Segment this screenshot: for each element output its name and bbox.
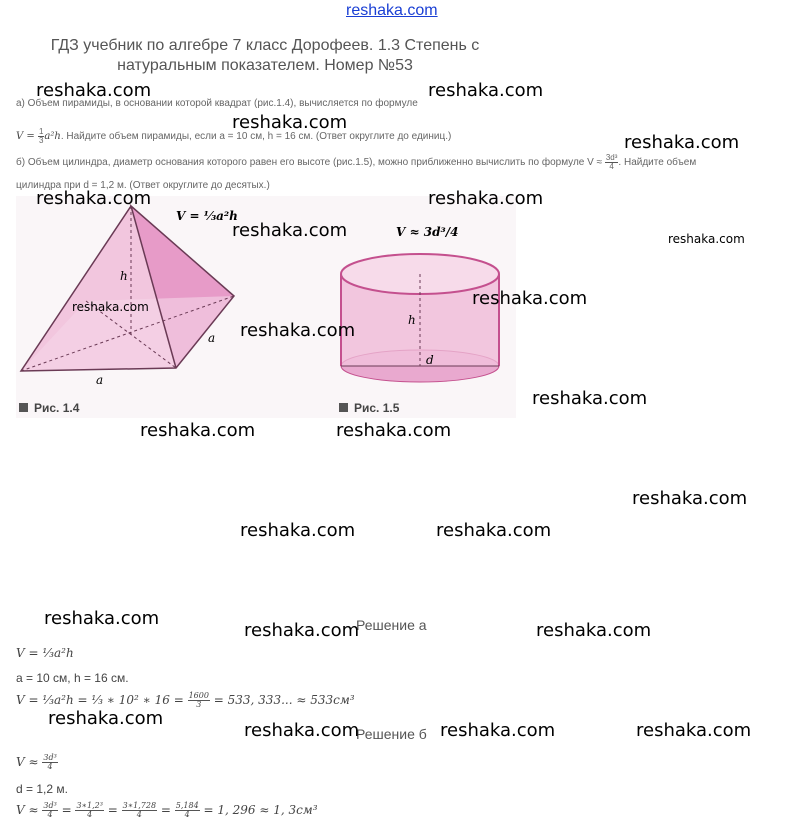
frac-num: 5,184 — [174, 801, 200, 811]
watermark: reshaka.com — [232, 112, 348, 133]
formula-part: = 533, 333... ≈ 533см³ — [209, 693, 355, 707]
watermark: reshaka.com — [140, 420, 256, 441]
task-a-line2: . Найдите объем пирамиды, если a = 10 см… — [60, 131, 452, 143]
task-a-text: а) Объем пирамиды, в основании которой к… — [16, 98, 418, 109]
formula-part: V = ⅓a²h = ⅓ ∗ 10² ∗ 16 = — [16, 693, 188, 707]
watermark: reshaka.com — [436, 520, 552, 541]
frac-num: 3∗1,728 — [121, 801, 158, 811]
fig1-formula: V = ⅓a²h — [176, 209, 238, 223]
watermark: reshaka.com — [336, 420, 452, 441]
frac-den: 4 — [87, 810, 93, 819]
frac-den: 4 — [47, 762, 53, 771]
label-a2: a — [208, 331, 215, 345]
frac-num: 3d³ — [42, 801, 58, 811]
task-b-line1-end: . Найдите объем — [618, 157, 697, 169]
frac-num: 3d³ — [42, 753, 58, 763]
watermark: reshaka.com — [428, 188, 544, 209]
fig2-caption: Рис. 1.5 — [354, 401, 400, 415]
solution-b-line2: d = 1,2 м. — [16, 782, 68, 796]
solution-b-line1: V ≈ 3d³ 4 — [16, 754, 58, 771]
frac-den: 4 — [47, 810, 53, 819]
fig1-caption: Рис. 1.4 — [34, 401, 80, 415]
pyramid-figure — [19, 203, 236, 372]
frac-num: 1600 — [187, 691, 210, 701]
watermark: reshaka.com — [428, 80, 544, 101]
watermark: reshaka.com — [624, 132, 740, 153]
frac-den: 4 — [136, 810, 142, 819]
site-link[interactable]: reshaka.com — [346, 2, 438, 19]
formula-part: V ≈ — [16, 755, 43, 769]
frac-den: 3 — [196, 700, 202, 709]
page-title: ГДЗ учебник по алгебре 7 класс Дорофеев.… — [50, 37, 480, 74]
solution-b-heading: Решение б — [356, 726, 427, 742]
watermark: reshaka.com — [632, 488, 748, 509]
watermark: reshaka.com — [240, 520, 356, 541]
watermark: reshaka.com — [44, 608, 160, 629]
fig2-formula: V ≈ 3d³/4 — [396, 225, 458, 239]
formula-part: = 1, 296 ≈ 1, 3см³ — [199, 803, 318, 817]
task-a-formula: V = 1 3 a²h. Найдите объем пирамиды, если … — [16, 127, 452, 145]
watermark: reshaka.com — [636, 720, 752, 741]
figures-image: h a a V = ⅓a²h h d V ≈ 3d³/4 Рис. 1.4 Ри… — [16, 196, 516, 418]
formula-part: V ≈ — [16, 803, 43, 817]
solution-b-line3: V ≈ 3d³ 4 = 3∗1,2³ 4 = 3∗1,728 4 = 5,184 4 =… — [16, 801, 318, 819]
label-d: d — [426, 353, 434, 367]
formula-part: a²h — [44, 131, 61, 143]
label-a: a — [96, 373, 103, 387]
watermark: reshaka.com — [36, 188, 152, 209]
watermark: reshaka.com — [668, 232, 745, 246]
watermark: reshaka.com — [72, 300, 149, 314]
solution-a-line3: V = ⅓a²h = ⅓ ∗ 10² ∗ 16 = 1600 3 = 533, 3… — [16, 692, 355, 709]
watermark: reshaka.com — [36, 80, 152, 101]
watermark: reshaka.com — [240, 320, 356, 341]
task-b-text: б) Объем цилиндра, диаметр основания кот… — [16, 153, 697, 171]
frac-num: 3∗1,2³ — [75, 801, 104, 811]
cylinder-figure — [340, 253, 500, 383]
watermark: reshaka.com — [244, 720, 360, 741]
solution-a-line1: V = ⅓a²h — [16, 646, 74, 660]
task-b-line1: б) Объем цилиндра, диаметр основания кот… — [16, 157, 603, 169]
watermark: reshaka.com — [48, 708, 164, 729]
solution-a-heading: Решение а — [356, 617, 427, 633]
watermark: reshaka.com — [232, 220, 348, 241]
watermark: reshaka.com — [536, 620, 652, 641]
task-b-line2: цилиндра при d = 1,2 м. (Ответ округлите… — [16, 180, 270, 191]
watermark: reshaka.com — [472, 288, 588, 309]
label-h-cyl: h — [408, 313, 416, 327]
formula-part: V = — [16, 131, 38, 143]
label-h: h — [120, 269, 128, 283]
watermark: reshaka.com — [244, 620, 360, 641]
solution-a-line2: a = 10 см, h = 16 см. — [16, 671, 129, 685]
watermark: reshaka.com — [532, 388, 648, 409]
watermark: reshaka.com — [440, 720, 556, 741]
frac-den: 4 — [184, 810, 190, 819]
